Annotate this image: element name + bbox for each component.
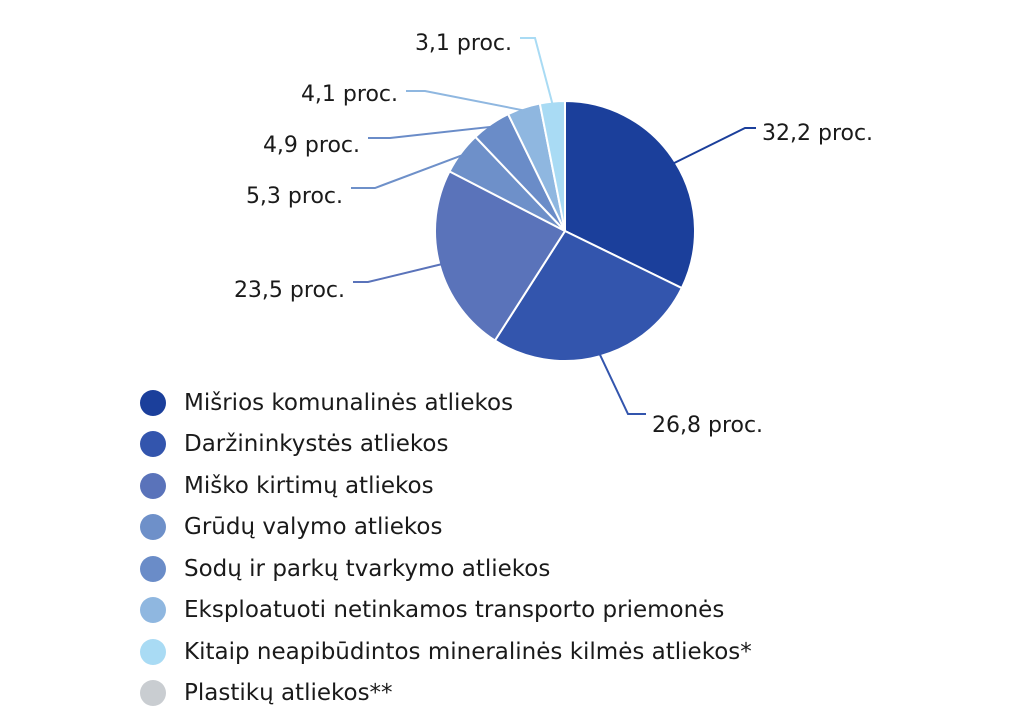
legend-label: Sodų ir parkų tvarkymo atliekos xyxy=(184,555,551,582)
value-label: 5,3 proc. xyxy=(246,184,343,209)
leader-line xyxy=(406,90,525,112)
legend-item: Grūdų valymo atliekos xyxy=(140,507,752,549)
legend-label: Daržininkystės atliekos xyxy=(184,431,449,458)
legend-swatch xyxy=(140,472,166,499)
value-label: 4,1 proc. xyxy=(301,82,398,107)
value-labels: 32,2 proc. 26,8 proc. 23,5 proc. 5,3 proc. 4… xyxy=(234,31,873,438)
value-label: 32,2 proc. xyxy=(762,121,873,146)
leader-lines xyxy=(351,37,756,415)
legend-item: Sodų ir parkų tvarkymo atliekos xyxy=(140,548,752,590)
value-label: 3,1 proc. xyxy=(415,31,512,56)
leader-line xyxy=(351,153,464,189)
leader-line xyxy=(598,352,646,415)
legend-label: Mišrios komunalinės atliekos xyxy=(184,389,514,416)
legend-swatch xyxy=(140,638,166,665)
legend-label: Miško kirtimų atliekos xyxy=(184,472,434,499)
legend-label: Grūdų valymo atliekos xyxy=(184,514,443,541)
legend-item: Mišrios komunalinės atliekos xyxy=(140,382,752,424)
legend-swatch xyxy=(140,389,166,416)
value-label: 23,5 proc. xyxy=(234,278,345,303)
legend-swatch xyxy=(140,514,166,541)
legend-item: Daržininkystės atliekos xyxy=(140,424,752,466)
legend-item: Eksploatuoti netinkamos transporto priem… xyxy=(140,590,752,632)
legend-swatch xyxy=(140,431,166,458)
leader-line xyxy=(672,127,756,165)
value-label: 4,9 proc. xyxy=(263,133,360,158)
leader-line xyxy=(353,262,443,283)
legend-item: Miško kirtimų atliekos xyxy=(140,465,752,507)
legend-label: Kitaip neapibūdintos mineralinės kilmės … xyxy=(184,638,752,665)
legend-label: Plastikų atliekos** xyxy=(184,680,393,707)
legend: Mišrios komunalinės atliekos Daržininkyst… xyxy=(140,382,752,714)
legend-label: Eksploatuoti netinkamos transporto priem… xyxy=(184,597,725,624)
legend-item: Plastikų atliekos** xyxy=(140,673,752,715)
legend-swatch xyxy=(140,555,166,582)
legend-item: Kitaip neapibūdintos mineralinės kilmės … xyxy=(140,631,752,673)
leader-line xyxy=(520,37,554,105)
legend-swatch xyxy=(140,597,166,624)
leader-line xyxy=(368,125,493,139)
legend-swatch xyxy=(140,680,166,707)
pie-slices xyxy=(434,99,696,362)
value-label: 26,8 proc. xyxy=(652,413,763,438)
